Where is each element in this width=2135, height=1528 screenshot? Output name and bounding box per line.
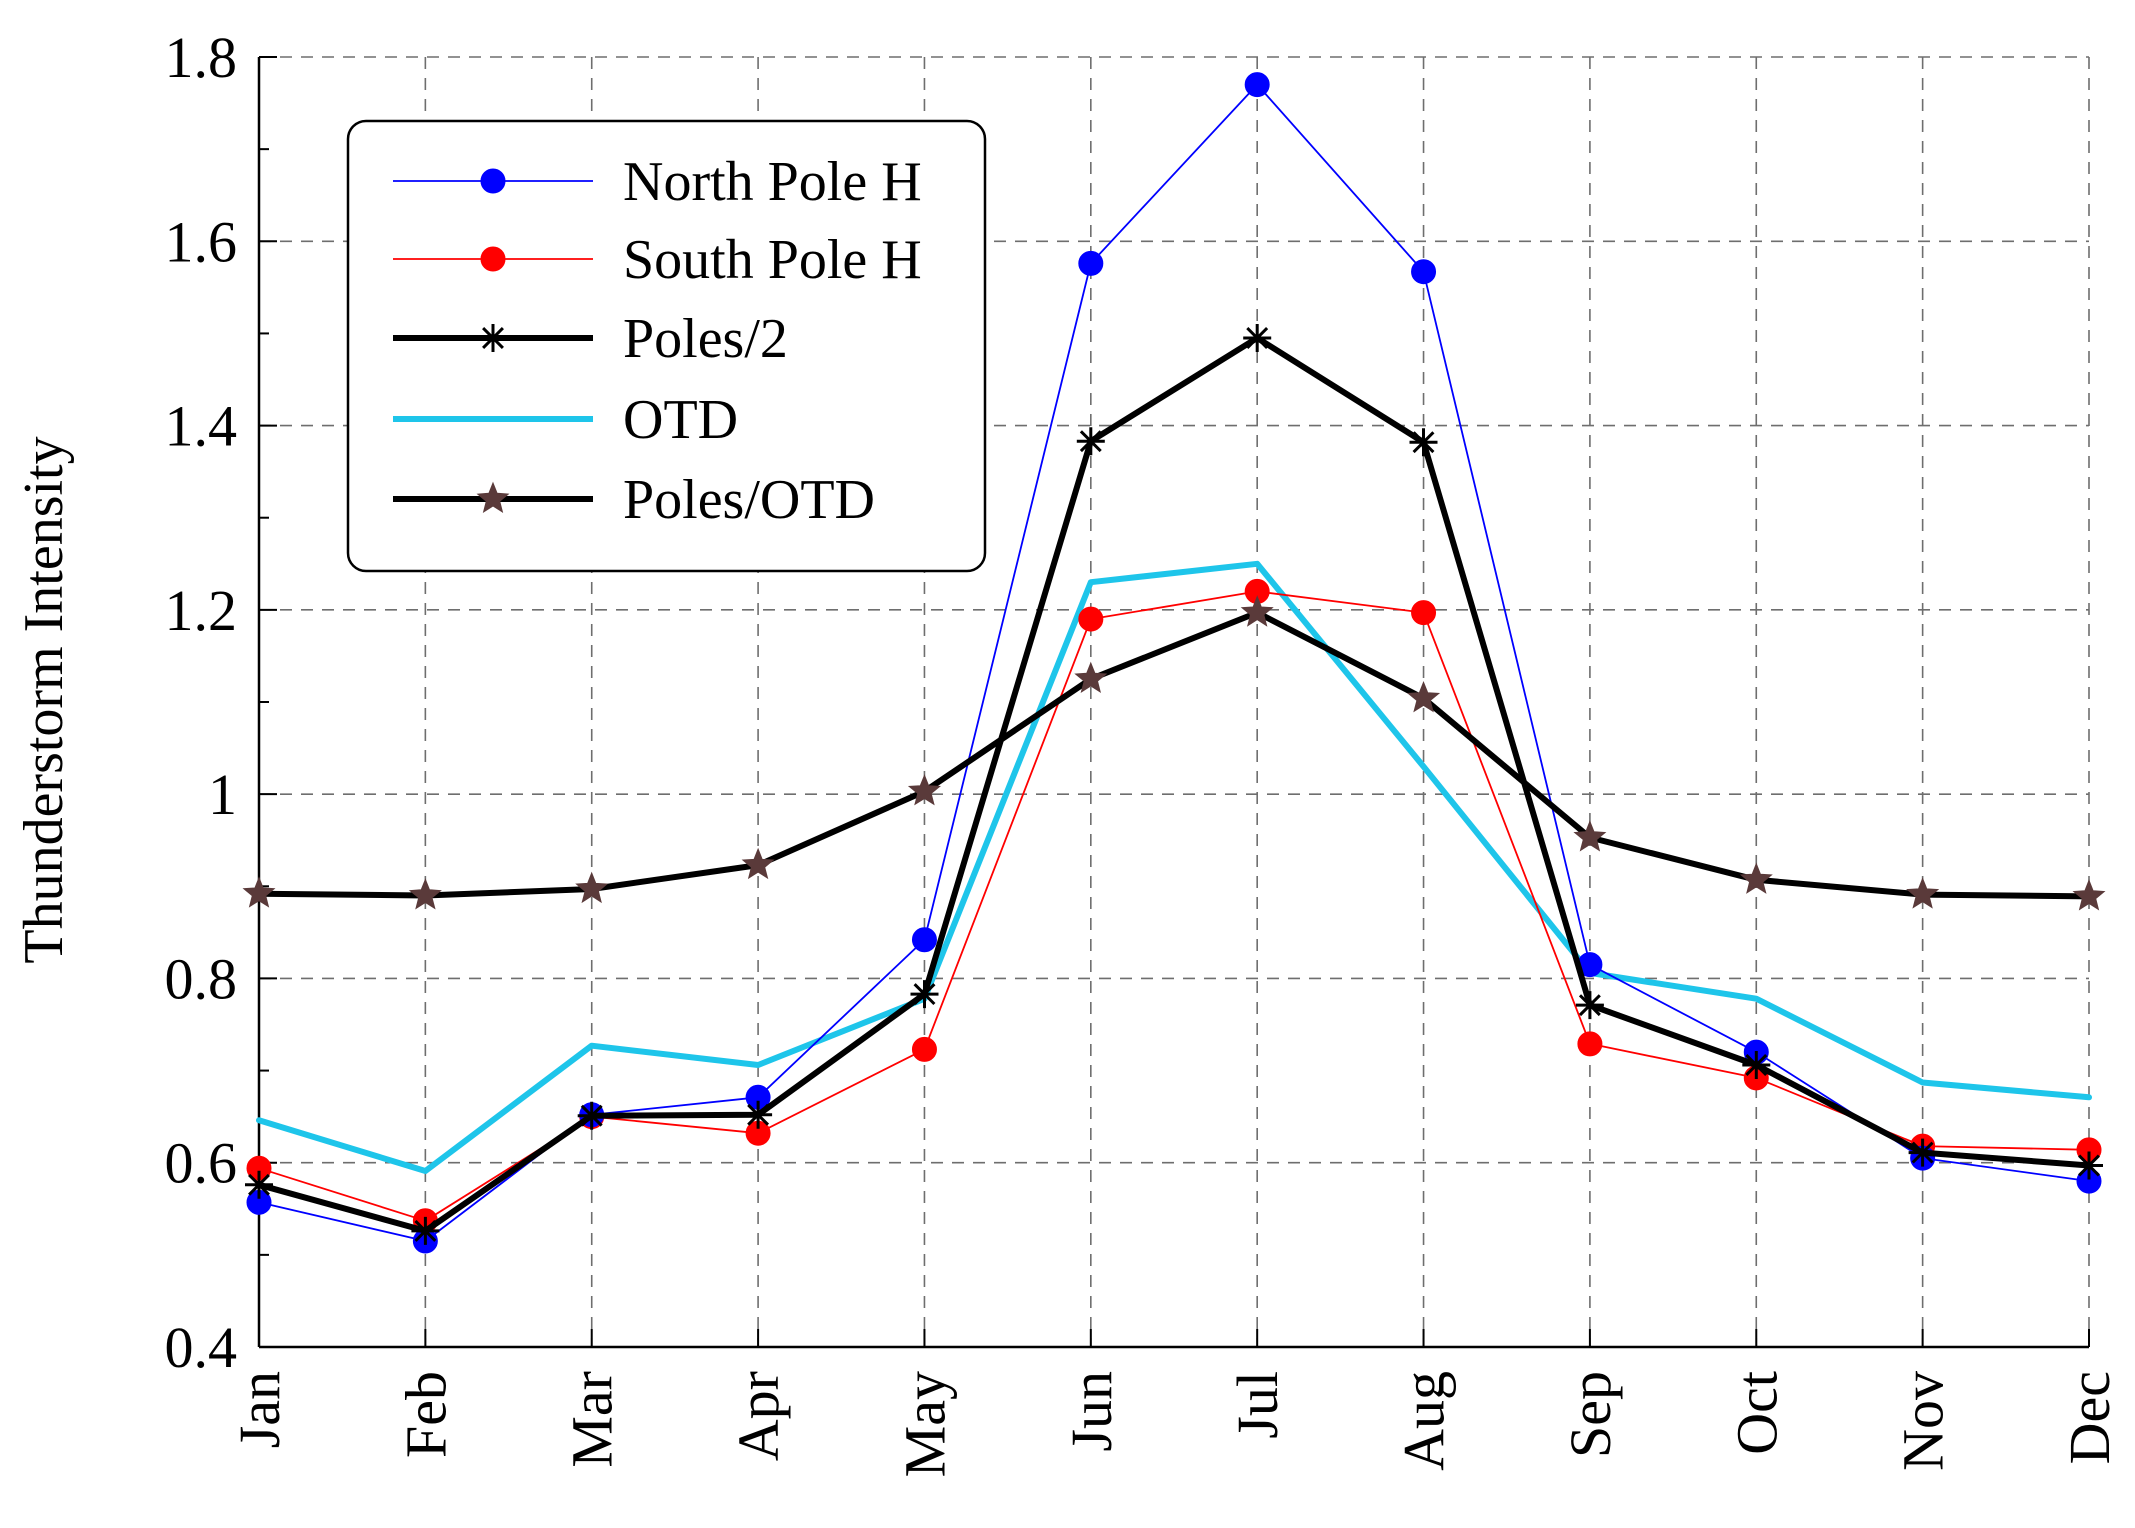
data-point-poles-2 — [2075, 1151, 2103, 1180]
data-point-poles-otd — [1240, 595, 1274, 627]
legend-label-otd: OTD — [623, 389, 738, 451]
data-point-poles-2 — [744, 1100, 773, 1129]
y-tick-label: 1.2 — [165, 578, 238, 643]
data-point-poles-otd — [1074, 661, 1108, 693]
legend-marker-north-pole-h — [480, 168, 506, 194]
x-tick-label: Aug — [1392, 1371, 1457, 1471]
legend-label-north-pole-h: North Pole H — [623, 151, 922, 213]
data-point-poles-otd — [741, 847, 775, 880]
data-point-south-pole-h — [1577, 1031, 1603, 1057]
data-point-poles-otd — [907, 774, 941, 806]
data-point-north-pole-h — [1411, 259, 1437, 285]
x-tick-label: Jan — [227, 1371, 292, 1448]
series-poles-2 — [245, 324, 2103, 1245]
y-tick-label: 0.8 — [165, 946, 238, 1011]
data-point-poles-otd — [2072, 879, 2106, 911]
data-point-poles-2 — [411, 1216, 440, 1245]
legend-box — [346, 119, 987, 573]
x-tick-label: Sep — [1558, 1371, 1623, 1458]
legend-marker-south-pole-h — [480, 246, 506, 272]
data-point-north-pole-h — [1078, 250, 1104, 276]
x-tick-label: Dec — [2057, 1371, 2122, 1464]
data-series — [242, 72, 2106, 1254]
series-line-poles-2 — [256, 335, 2092, 1234]
x-tick-label: Apr — [726, 1371, 791, 1461]
x-tick-label: Oct — [1724, 1371, 1789, 1455]
data-point-poles-2 — [1409, 428, 1438, 457]
data-point-poles-otd — [1739, 862, 1773, 894]
data-point-poles-2 — [245, 1170, 273, 1199]
data-point-south-pole-h — [1078, 606, 1104, 632]
data-point-poles-2 — [577, 1101, 606, 1130]
data-point-south-pole-h — [911, 1036, 937, 1062]
axes — [257, 56, 2090, 1349]
y-axis-label: Thunderstorm Intensity — [13, 436, 75, 963]
data-point-poles-2 — [910, 980, 939, 1009]
data-point-poles-2 — [1243, 324, 1272, 352]
x-tick-label: May — [892, 1371, 957, 1477]
data-point-poles-otd — [1407, 680, 1441, 713]
legend-label-poles-2: Poles/2 — [623, 308, 788, 370]
data-point-poles-otd — [1906, 877, 1940, 909]
legend-label-south-pole-h: South Pole H — [623, 229, 922, 291]
data-point-poles-otd — [242, 876, 276, 908]
data-point-north-pole-h — [1244, 72, 1270, 98]
x-tick-label: Jun — [1059, 1371, 1124, 1452]
series-line-otd — [256, 560, 2092, 1174]
data-point-north-pole-h — [911, 927, 937, 953]
y-tick-label: 1.8 — [165, 25, 238, 90]
data-point-poles-2 — [1742, 1051, 1771, 1079]
data-point-poles-otd — [408, 878, 442, 910]
y-tick-label: 1.4 — [165, 394, 238, 459]
x-tick-label: Mar — [560, 1371, 625, 1468]
x-tick-label: Jul — [1225, 1371, 1290, 1439]
y-tick-label: 0.4 — [165, 1315, 238, 1380]
data-point-poles-2 — [1908, 1138, 1937, 1167]
data-point-south-pole-h — [1411, 600, 1437, 626]
series-otd — [256, 560, 2092, 1174]
y-tick-label: 1.6 — [165, 209, 238, 274]
series-line-poles-otd — [256, 609, 2092, 900]
legend-label-poles-otd: Poles/OTD — [623, 469, 875, 531]
y-tick-labels: 0.4 0.6 0.8 1 1.2 1.4 1.6 1.8 — [165, 25, 238, 1380]
x-tick-labels: Jan Feb Mar Apr May Jun Jul Aug Sep Oct Nov Dec — [227, 1371, 2122, 1477]
series-poles-otd — [242, 595, 2106, 911]
y-tick-label: 1 — [208, 762, 237, 827]
data-point-poles-otd — [1573, 820, 1607, 852]
legend-marker-poles-2 — [479, 324, 507, 352]
data-point-poles-2 — [1575, 991, 1604, 1020]
y-tick-label: 0.6 — [165, 1131, 238, 1196]
x-tick-label: Feb — [393, 1371, 458, 1458]
x-tick-label: Nov — [1891, 1371, 1956, 1471]
legend-marker-poles-otd — [476, 481, 510, 513]
legend: North Pole H South Pole H Poles/2 OTD Poles/… — [346, 119, 987, 573]
data-point-poles-otd — [575, 871, 609, 904]
data-point-poles-2 — [1076, 427, 1105, 456]
